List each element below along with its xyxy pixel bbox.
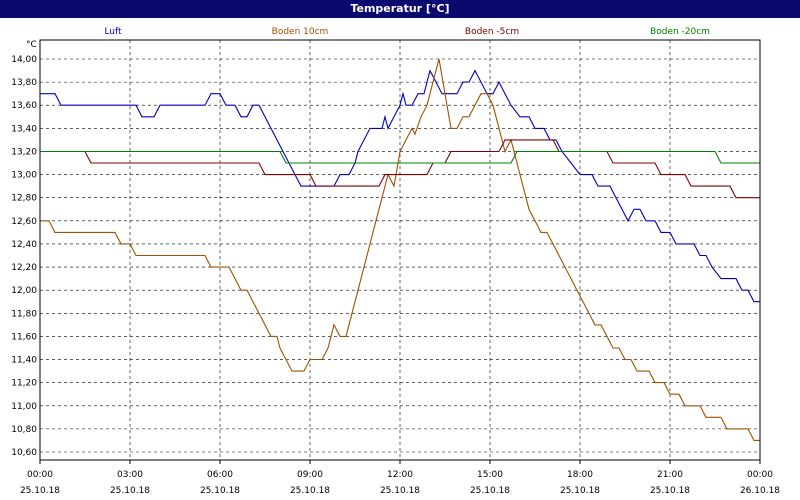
x-tick-time-label: 06:00 <box>207 470 233 480</box>
y-tick-label: 11,80 <box>11 309 37 319</box>
y-tick-label: 14,00 <box>11 55 37 65</box>
y-tick-label: 12,80 <box>11 194 37 204</box>
y-tick-label: 13,20 <box>11 147 37 157</box>
x-tick-time-label: 09:00 <box>297 470 323 480</box>
chart-title: Temperatur [°C] <box>350 2 450 15</box>
legend: Luft Boden 10cm Boden -5cm Boden -20cm <box>104 27 710 37</box>
legend-entry-boden-20cm: Boden -20cm <box>650 27 710 37</box>
series-line-boden-20cm <box>40 150 760 164</box>
y-axis-unit-label: °C <box>26 40 37 50</box>
x-tick-time-label: 21:00 <box>657 470 683 480</box>
y-tick-label: 12,00 <box>11 286 37 296</box>
y-tick-label: 11,00 <box>11 402 37 412</box>
plot-frame <box>39 39 761 461</box>
x-tick-date-label: 25.10.18 <box>380 486 420 496</box>
plot-area <box>40 40 760 460</box>
y-tick-label: 10,80 <box>11 425 37 435</box>
x-tick-date-label: 25.10.18 <box>470 486 510 496</box>
x-tick-time-label: 03:00 <box>117 470 143 480</box>
legend-entry-luft: Luft <box>104 27 122 37</box>
x-tick-date-label: 25.10.18 <box>20 486 60 496</box>
y-tick-label: 11,40 <box>11 356 37 366</box>
y-tick-label: 13,80 <box>11 78 37 88</box>
x-tick-date-label: 25.10.18 <box>200 486 240 496</box>
series-line-boden-5cm <box>40 139 760 199</box>
y-tick-label: 11,60 <box>11 332 37 342</box>
series-group <box>40 58 760 441</box>
x-tick-date-label: 25.10.18 <box>290 486 330 496</box>
y-tick-label: 12,20 <box>11 263 37 273</box>
y-tick-label: 13,40 <box>11 124 37 134</box>
x-tick-time-label: 00:00 <box>27 470 53 480</box>
x-tick-date-label: 25.10.18 <box>110 486 150 496</box>
series-line-luft <box>40 69 760 303</box>
series-line-boden-10cm <box>40 58 760 441</box>
y-tick-label: 11,20 <box>11 379 37 389</box>
x-tick-time-label: 15:00 <box>477 470 503 480</box>
axes: 14,00 13,80 13,60 13,40 13,20 13,00 12,80 12,60… <box>11 39 780 496</box>
x-tick-date-label: 25.10.18 <box>560 486 600 496</box>
legend-entry-boden-10cm: Boden 10cm <box>272 27 329 37</box>
y-tick-label: 10,60 <box>11 448 37 458</box>
legend-entry-boden-5cm: Boden -5cm <box>465 27 519 37</box>
x-tick-date-label: 25.10.18 <box>650 486 690 496</box>
y-tick-label: 12,40 <box>11 240 37 250</box>
y-tick-label: 13,60 <box>11 101 37 111</box>
y-tick-label: 12,60 <box>11 217 37 227</box>
x-tick-time-label: 12:00 <box>387 470 413 480</box>
x-tick-date-label: 26.10.18 <box>740 486 780 496</box>
x-tick-time-label: 00:00 <box>747 470 773 480</box>
y-tick-label: 13,00 <box>11 171 37 181</box>
x-tick-time-label: 18:00 <box>567 470 593 480</box>
window-title-bar: Temperatur [°C] <box>0 0 800 18</box>
